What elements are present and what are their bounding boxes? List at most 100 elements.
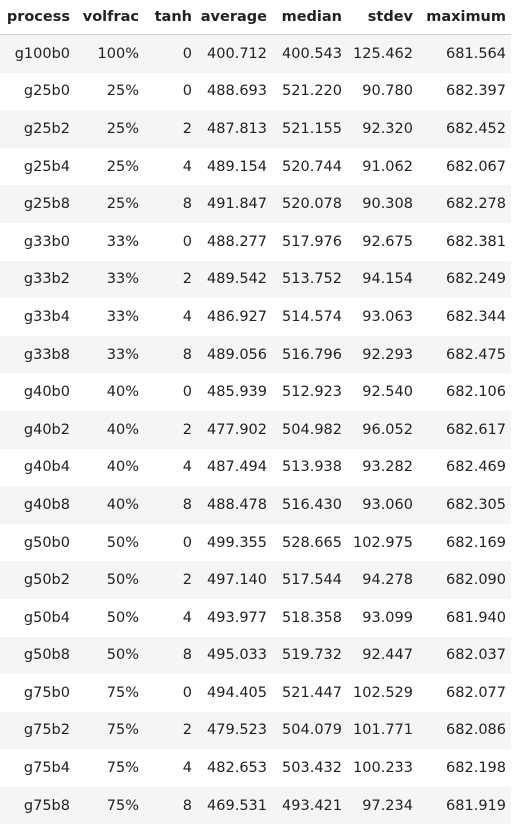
header-tanh: tanh xyxy=(144,0,197,35)
cell-average: 482.653 xyxy=(197,749,272,787)
table-row: g25b4 25% 4 489.154 520.744 91.062 682.067 xyxy=(0,147,511,186)
cell-tanh: 0 xyxy=(144,674,197,712)
cell-stdev: 125.462 xyxy=(347,34,418,73)
cell-median: 520.744 xyxy=(272,147,347,186)
cell-volfrac: 50% xyxy=(75,598,144,637)
cell-process: g50b8 xyxy=(0,636,75,675)
cell-average: 400.712 xyxy=(197,34,272,73)
cell-volfrac: 33% xyxy=(75,222,144,261)
cell-median: 504.982 xyxy=(272,410,347,449)
cell-average: 493.977 xyxy=(197,598,272,637)
cell-tanh: 0 xyxy=(144,34,197,73)
cell-maximum: 682.381 xyxy=(418,222,511,261)
cell-average: 477.902 xyxy=(197,410,272,449)
cell-median: 512.923 xyxy=(272,373,347,411)
cell-process: g25b2 xyxy=(0,110,75,148)
cell-volfrac: 75% xyxy=(75,711,144,750)
table-row: g33b8 33% 8 489.056 516.796 92.293 682.475 xyxy=(0,335,511,374)
table-row: g40b8 40% 8 488.478 516.430 93.060 682.305 xyxy=(0,486,511,524)
cell-tanh: 0 xyxy=(144,222,197,261)
cell-tanh: 4 xyxy=(144,298,197,336)
cell-average: 489.154 xyxy=(197,147,272,186)
cell-stdev: 93.063 xyxy=(347,298,418,336)
cell-average: 489.056 xyxy=(197,335,272,374)
cell-maximum: 682.278 xyxy=(418,185,511,223)
cell-average: 489.542 xyxy=(197,260,272,299)
cell-tanh: 8 xyxy=(144,335,197,374)
cell-median: 521.447 xyxy=(272,674,347,712)
cell-median: 519.732 xyxy=(272,636,347,675)
cell-median: 517.976 xyxy=(272,222,347,261)
cell-process: g33b2 xyxy=(0,260,75,299)
cell-volfrac: 75% xyxy=(75,749,144,787)
cell-stdev: 92.320 xyxy=(347,110,418,148)
cell-maximum: 682.077 xyxy=(418,674,511,712)
cell-tanh: 2 xyxy=(144,711,197,750)
cell-volfrac: 40% xyxy=(75,486,144,524)
cell-maximum: 682.169 xyxy=(418,523,511,562)
cell-volfrac: 40% xyxy=(75,410,144,449)
table-row: g50b4 50% 4 493.977 518.358 93.099 681.940 xyxy=(0,598,511,637)
cell-maximum: 682.344 xyxy=(418,298,511,336)
cell-average: 488.277 xyxy=(197,222,272,261)
cell-average: 495.033 xyxy=(197,636,272,675)
cell-median: 400.543 xyxy=(272,34,347,73)
cell-process: g25b8 xyxy=(0,185,75,223)
cell-stdev: 92.675 xyxy=(347,222,418,261)
cell-stdev: 101.771 xyxy=(347,711,418,750)
cell-maximum: 681.919 xyxy=(418,786,511,825)
cell-process: g75b8 xyxy=(0,786,75,825)
cell-stdev: 97.234 xyxy=(347,786,418,825)
cell-volfrac: 75% xyxy=(75,786,144,825)
cell-tanh: 4 xyxy=(144,448,197,487)
cell-average: 499.355 xyxy=(197,523,272,562)
cell-volfrac: 40% xyxy=(75,373,144,411)
table-row: g33b0 33% 0 488.277 517.976 92.675 682.381 xyxy=(0,222,511,261)
cell-process: g33b0 xyxy=(0,222,75,261)
cell-median: 513.938 xyxy=(272,448,347,487)
cell-average: 488.693 xyxy=(197,72,272,111)
cell-median: 503.432 xyxy=(272,749,347,787)
cell-process: g100b0 xyxy=(0,34,75,73)
cell-volfrac: 40% xyxy=(75,448,144,487)
cell-process: g33b8 xyxy=(0,335,75,374)
cell-median: 504.079 xyxy=(272,711,347,750)
cell-average: 485.939 xyxy=(197,373,272,411)
header-process: process xyxy=(0,0,75,35)
cell-stdev: 94.278 xyxy=(347,561,418,599)
cell-volfrac: 25% xyxy=(75,185,144,223)
table-row: g25b0 25% 0 488.693 521.220 90.780 682.397 xyxy=(0,72,511,111)
cell-process: g40b0 xyxy=(0,373,75,411)
cell-tanh: 8 xyxy=(144,486,197,524)
cell-median: 493.421 xyxy=(272,786,347,825)
table-row: g40b0 40% 0 485.939 512.923 92.540 682.106 xyxy=(0,373,511,411)
cell-maximum: 682.106 xyxy=(418,373,511,411)
cell-maximum: 682.086 xyxy=(418,711,511,750)
cell-maximum: 682.037 xyxy=(418,636,511,675)
results-table: process volfrac tanh average median stde… xyxy=(0,0,511,825)
header-median: median xyxy=(272,0,347,35)
cell-tanh: 8 xyxy=(144,636,197,675)
cell-maximum: 682.305 xyxy=(418,486,511,524)
cell-stdev: 93.099 xyxy=(347,598,418,637)
cell-median: 521.220 xyxy=(272,72,347,111)
cell-maximum: 681.564 xyxy=(418,34,511,73)
cell-average: 486.927 xyxy=(197,298,272,336)
header-row: process volfrac tanh average median stde… xyxy=(0,0,511,35)
cell-stdev: 91.062 xyxy=(347,147,418,186)
cell-maximum: 682.249 xyxy=(418,260,511,299)
cell-tanh: 2 xyxy=(144,410,197,449)
table-row: g40b2 40% 2 477.902 504.982 96.052 682.617 xyxy=(0,410,511,449)
cell-tanh: 0 xyxy=(144,373,197,411)
table-body: g100b0 100% 0 400.712 400.543 125.462 681.564 g… xyxy=(0,34,511,825)
cell-process: g25b0 xyxy=(0,72,75,111)
header-stdev: stdev xyxy=(347,0,418,35)
cell-process: g40b4 xyxy=(0,448,75,487)
cell-median: 521.155 xyxy=(272,110,347,148)
header-maximum: maximum xyxy=(418,0,511,35)
cell-process: g50b0 xyxy=(0,523,75,562)
cell-volfrac: 33% xyxy=(75,260,144,299)
cell-process: g75b0 xyxy=(0,674,75,712)
cell-maximum: 682.198 xyxy=(418,749,511,787)
table-row: g50b0 50% 0 499.355 528.665 102.975 682.169 xyxy=(0,523,511,562)
